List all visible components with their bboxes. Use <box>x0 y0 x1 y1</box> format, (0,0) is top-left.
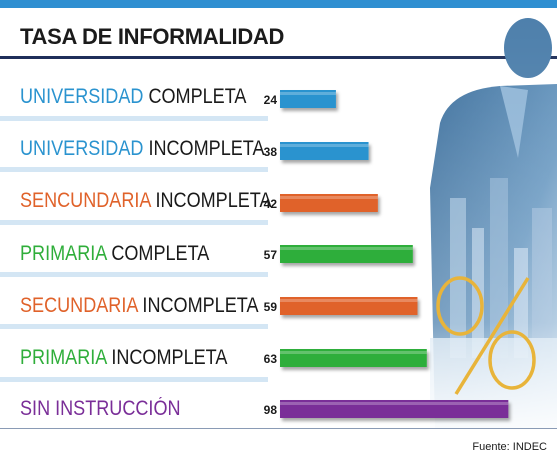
bar-highlight <box>280 402 509 405</box>
bar <box>280 142 369 160</box>
category-label-highlight: SENCUNDARIA <box>20 189 151 212</box>
category-label: SECUNDARIA INCOMPLETA <box>20 291 259 321</box>
row-band <box>0 116 268 121</box>
row-band <box>0 272 268 277</box>
row-band <box>0 324 268 329</box>
row-band <box>0 377 268 382</box>
category-label-rest: INCOMPLETA <box>150 189 272 212</box>
category-label-highlight: SIN INSTRUCCIÓN <box>20 397 181 420</box>
category-label-rest: INCOMPLETA <box>143 137 265 160</box>
bar <box>280 194 378 212</box>
percent-sign-icon <box>436 276 536 395</box>
bar-value-label: 59 <box>264 300 278 314</box>
bar-value-label: 38 <box>264 145 278 159</box>
bar <box>280 245 413 263</box>
bar <box>280 349 427 367</box>
top-accent-bar <box>0 0 557 8</box>
footer-rule <box>0 428 557 429</box>
bar-highlight <box>280 144 369 147</box>
bar-value-label: 57 <box>264 248 278 262</box>
category-label-highlight: PRIMARIA <box>20 346 107 369</box>
category-label-rest: INCOMPLETA <box>106 346 228 369</box>
category-label: SIN INSTRUCCIÓN <box>20 394 181 424</box>
bar <box>280 90 336 108</box>
bar-value-label: 98 <box>264 403 278 417</box>
row-band <box>0 167 268 172</box>
chart-title: TASA DE INFORMALIDAD <box>20 24 285 49</box>
bar-highlight <box>280 299 418 302</box>
category-label-highlight: UNIVERSIDAD <box>20 85 144 108</box>
category-label: UNIVERSIDAD COMPLETA <box>20 82 246 112</box>
category-label: PRIMARIA COMPLETA <box>20 239 209 269</box>
bar-highlight <box>280 92 336 95</box>
category-label-rest: COMPLETA <box>106 242 210 265</box>
bar-highlight <box>280 196 378 199</box>
row-band <box>0 220 268 225</box>
category-label-rest: INCOMPLETA <box>137 294 259 317</box>
category-label-rest: COMPLETA <box>143 85 247 108</box>
category-label-highlight: UNIVERSIDAD <box>20 137 144 160</box>
bar <box>280 297 418 315</box>
header-rule <box>0 56 557 59</box>
source-note: Fuente: INDEC <box>472 441 547 453</box>
category-label-highlight: PRIMARIA <box>20 242 107 265</box>
bar-value-label: 24 <box>264 93 278 107</box>
bar-value-label: 63 <box>264 352 278 366</box>
category-label: UNIVERSIDAD INCOMPLETA <box>20 134 265 164</box>
bar-highlight <box>280 247 413 250</box>
category-label-highlight: SECUNDARIA <box>20 294 138 317</box>
bar-value-label: 42 <box>264 197 278 211</box>
category-label: SENCUNDARIA INCOMPLETA <box>20 186 272 216</box>
bar-highlight <box>280 351 427 354</box>
category-label: PRIMARIA INCOMPLETA <box>20 343 227 373</box>
bar <box>280 400 509 418</box>
